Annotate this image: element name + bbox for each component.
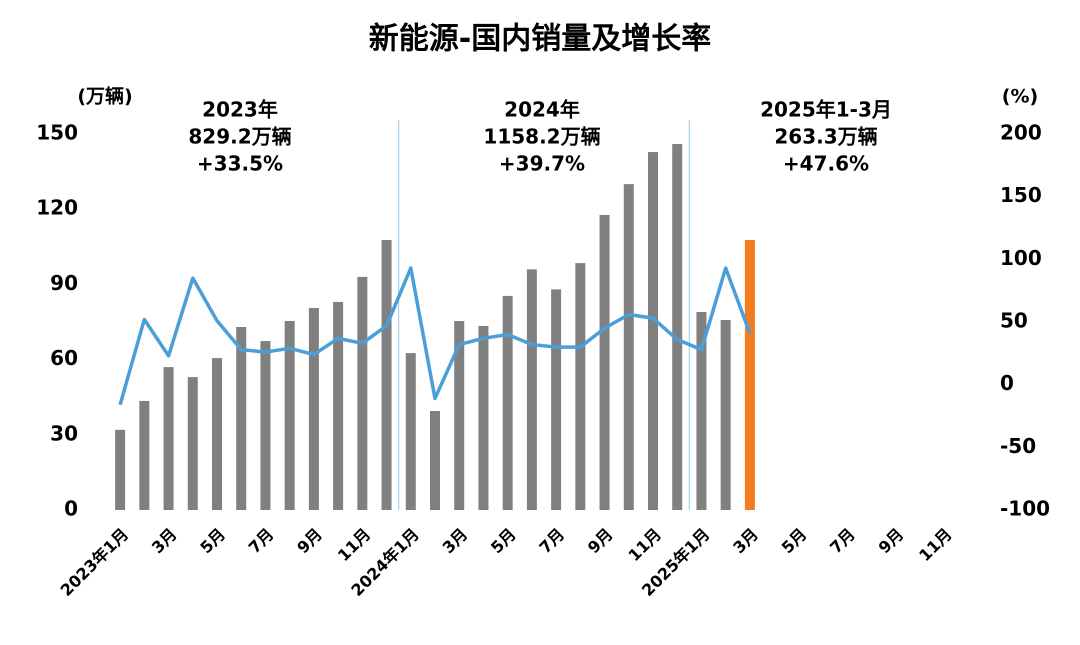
x-tick-label: 9月 [584, 525, 617, 558]
y-tick-label: 120 [36, 196, 78, 220]
bar [454, 320, 465, 510]
y-tick-label: 90 [50, 271, 78, 295]
annotation: 1158.2万辆 [483, 125, 600, 149]
bar [187, 377, 198, 510]
annotation: 2025年1-3月 [760, 98, 892, 122]
x-tick-label: 11月 [625, 525, 666, 566]
growth-line [118, 266, 752, 406]
x-tick-label: 9月 [293, 525, 326, 558]
x-tick-label: 2023年1月 [57, 525, 132, 600]
y2-tick-label: 100 [1000, 246, 1042, 270]
bar [623, 184, 634, 510]
y2-tick-label: -100 [1000, 497, 1050, 521]
x-tick-label: 7月 [245, 525, 278, 558]
y-axis-label: (万辆) [77, 85, 132, 108]
y2-axis-label: (%) [1002, 86, 1038, 108]
bar [575, 263, 586, 510]
annotation: 829.2万辆 [188, 125, 291, 149]
annotation: +47.6% [783, 152, 869, 176]
y2-tick-label: 0 [1000, 371, 1014, 395]
x-tick-label: 7月 [535, 525, 568, 558]
x-tick-label: 9月 [875, 525, 908, 558]
bar [648, 152, 658, 510]
bar [430, 410, 440, 510]
x-tick-label: 11月 [334, 525, 375, 566]
bar [163, 367, 174, 510]
bar [357, 276, 368, 510]
bar [308, 307, 319, 510]
annotation: +39.7% [499, 152, 585, 176]
y-tick-label: 60 [50, 346, 78, 370]
bar [139, 400, 150, 510]
bar [236, 327, 247, 510]
x-tick-label: 7月 [826, 525, 859, 558]
bar [333, 301, 344, 510]
x-tick-label: 5月 [487, 525, 520, 558]
bar [720, 319, 731, 510]
bar [502, 295, 513, 510]
y-tick-label: 30 [50, 421, 78, 445]
x-tick-label: 11月 [915, 525, 956, 566]
bar [744, 240, 755, 511]
bar [599, 214, 610, 510]
annotation: 2024年 [504, 98, 580, 122]
chart-title: 新能源-国内销量及增长率 [369, 22, 711, 57]
annotation: 2023年 [202, 98, 278, 122]
bar [284, 320, 295, 510]
bar [526, 269, 537, 510]
y2-tick-label: 200 [1000, 121, 1042, 145]
y2-tick-label: 150 [1000, 183, 1042, 207]
x-tick-label: 3月 [729, 525, 762, 558]
y2-tick-label: -50 [1000, 434, 1036, 458]
x-tick-label: 5月 [778, 525, 811, 558]
bar [212, 358, 222, 510]
x-tick-label: 3月 [439, 525, 472, 558]
bar [115, 429, 126, 510]
bar [672, 144, 683, 510]
bar [381, 240, 392, 511]
bar [551, 289, 562, 510]
bar [696, 311, 707, 510]
y-tick-label: 0 [64, 497, 78, 521]
bar [260, 341, 271, 510]
bar [405, 353, 416, 510]
x-tick-label: 5月 [196, 525, 229, 558]
annotation: 263.3万辆 [774, 125, 877, 149]
x-tick-label: 3月 [148, 525, 181, 558]
bar [478, 326, 489, 510]
y-tick-label: 150 [36, 121, 78, 145]
annotation: +33.5% [197, 152, 283, 176]
y2-tick-label: 50 [1000, 309, 1028, 333]
